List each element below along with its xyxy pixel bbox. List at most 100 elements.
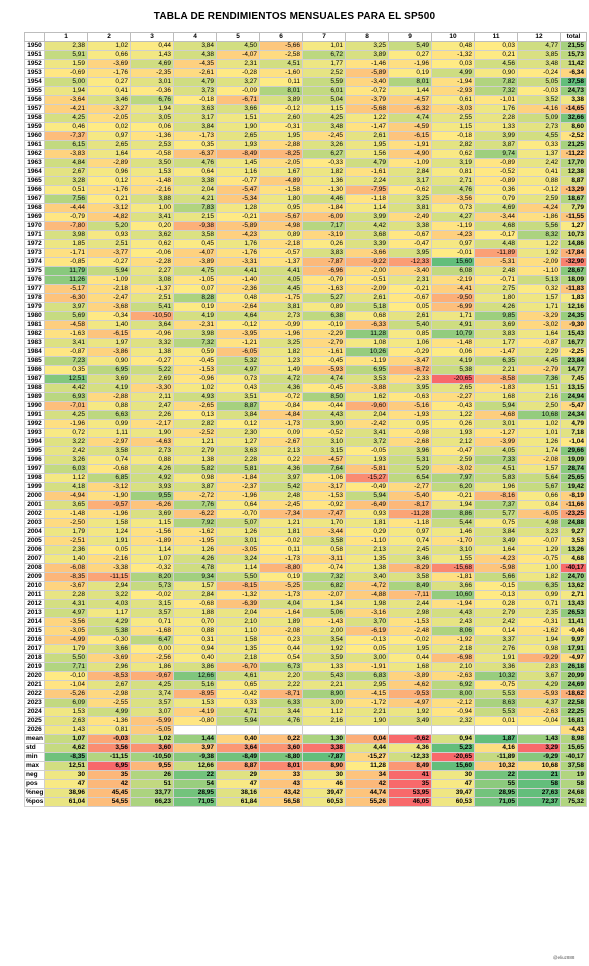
month-cell: -3,05 xyxy=(44,626,88,636)
month-cell: 3,72 xyxy=(345,437,389,447)
month-cell: 3,15 xyxy=(302,446,346,456)
month-cell: -9,60 xyxy=(345,401,389,411)
month-cell: -0,89 xyxy=(474,158,518,168)
month-cell: 0,61 xyxy=(431,95,475,105)
month-cell: 1,53 xyxy=(173,698,217,708)
month-cell: 4,55 xyxy=(517,131,561,141)
month-cell: -7,11 xyxy=(388,590,432,600)
total-cell: 9,27 xyxy=(560,527,587,537)
month-cell: -2,09 xyxy=(345,284,389,294)
column-header: 11 xyxy=(474,32,518,42)
month-cell: 3,68 xyxy=(345,230,389,240)
month-cell: -3,44 xyxy=(302,527,346,537)
month-cell: 0,01 xyxy=(474,716,518,726)
month-cell: -1,05 xyxy=(173,275,217,285)
month-cell: 3,66 xyxy=(216,104,260,114)
month-cell: 2,84 xyxy=(173,590,217,600)
month-cell: 5,22 xyxy=(130,365,174,375)
month-cell: 1,71 xyxy=(517,302,561,312)
month-cell: 1,28 xyxy=(216,203,260,213)
month-cell: 0,27 xyxy=(388,50,432,60)
month-cell: 5,32 xyxy=(216,356,260,366)
month-cell: 1,68 xyxy=(388,662,432,672)
month-cell: -6,05 xyxy=(216,347,260,357)
month-cell: 3,74 xyxy=(130,689,174,699)
month-cell: -0,96 xyxy=(130,329,174,339)
total-cell: 10,73 xyxy=(560,230,587,240)
month-cell: 2,71 xyxy=(431,176,475,186)
table-row: 2019 7,71 2,96 1,86 3,86 -6,70 6,73 1,33 -1,91 1,… xyxy=(24,662,587,672)
month-cell: 0,35 xyxy=(44,365,88,375)
month-cell: 1,37 xyxy=(517,149,561,159)
month-cell: -0,17 xyxy=(474,230,518,240)
month-cell: 4,71 xyxy=(216,707,260,717)
month-cell: -15,27 xyxy=(345,473,389,483)
month-cell: 2,36 xyxy=(44,545,88,555)
month-cell: -3,68 xyxy=(87,302,131,312)
month-cell: 2,42 xyxy=(44,446,88,456)
month-cell: 3,66 xyxy=(431,581,475,591)
month-cell: 1,26 xyxy=(517,437,561,447)
month-cell: -1,10 xyxy=(345,536,389,546)
month-cell: 1,14 xyxy=(130,545,174,555)
stat-cell: 44,74 xyxy=(345,788,389,798)
month-cell: -11,89 xyxy=(474,248,518,258)
month-cell: 12,51 xyxy=(44,374,88,384)
month-cell: 9,55 xyxy=(130,491,174,501)
year-cell: 2018 xyxy=(24,653,45,663)
month-cell: 0,98 xyxy=(173,473,217,483)
month-cell: 3,99 xyxy=(474,131,518,141)
stat-cell: -0,03 xyxy=(87,734,131,744)
table-row: 1975 11,79 5,94 2,27 4,75 4,41 4,41 -6,96 -2,00-… xyxy=(24,266,587,276)
month-cell: 0,74 xyxy=(388,536,432,546)
month-cell: 1,01 xyxy=(302,41,346,51)
month-cell: -8,80 xyxy=(259,563,303,573)
month-cell: 1,40 xyxy=(44,554,88,564)
month-cell: -1,56 xyxy=(130,527,174,537)
total-cell: 4,79 xyxy=(560,419,587,429)
table-row: 2006 2,36 0,05 1,14 1,26 -3,05 0,11 0,58 2,13 2,4… xyxy=(24,545,587,555)
month-cell: -1,81 xyxy=(431,572,475,582)
month-cell: 0,46 xyxy=(44,122,88,132)
month-cell: 1,76 xyxy=(216,239,260,249)
month-cell xyxy=(345,725,389,735)
month-cell: 2,18 xyxy=(431,644,475,654)
month-cell: 1,86 xyxy=(130,662,174,672)
stat-cell: -20,65 xyxy=(431,752,475,762)
total-cell: -23,25 xyxy=(560,509,587,519)
year-cell: 1971 xyxy=(24,230,45,240)
month-cell: -0,33 xyxy=(302,158,346,168)
table-row: 2023 6,09 -2,55 3,57 1,53 0,33 6,33 3,09 -1,72 -4… xyxy=(24,698,587,708)
stat-cell: -0,62 xyxy=(388,734,432,744)
month-cell: 2,82 xyxy=(173,419,217,429)
month-cell: 4,97 xyxy=(216,365,260,375)
stat-cell: 28,95 xyxy=(173,788,217,798)
month-cell: 1,38 xyxy=(345,563,389,573)
stat-cell: 8,01 xyxy=(259,761,303,771)
month-cell: 1,17 xyxy=(87,608,131,618)
month-cell: 3,38 xyxy=(388,221,432,231)
stat-cell: 39,47 xyxy=(302,788,346,798)
month-cell: 1,02 xyxy=(517,419,561,429)
month-cell: -2,98 xyxy=(87,689,131,699)
month-cell: -0,98 xyxy=(388,428,432,438)
month-cell: 5,43 xyxy=(302,671,346,681)
month-cell: 0,28 xyxy=(474,599,518,609)
stat-cell: 38,96 xyxy=(44,788,88,798)
month-cell: 2,82 xyxy=(431,140,475,150)
month-cell: 0,44 xyxy=(130,41,174,51)
month-cell: 1,71 xyxy=(431,311,475,321)
month-cell: 7,36 xyxy=(517,374,561,384)
month-cell: 1,27 xyxy=(216,437,260,447)
month-cell: 0,27 xyxy=(87,77,131,87)
month-cell: -1,01 xyxy=(474,95,518,105)
column-header xyxy=(24,32,45,42)
stat-cell: 47 xyxy=(216,779,260,789)
stat-cell: 10,32 xyxy=(474,761,518,771)
month-cell: -4,89 xyxy=(259,176,303,186)
year-cell: 1955 xyxy=(24,86,45,96)
month-cell: 5,04 xyxy=(302,95,346,105)
month-cell: 1,36 xyxy=(302,176,346,186)
month-cell: 0,48 xyxy=(216,293,260,303)
month-cell: -1,73 xyxy=(259,554,303,564)
